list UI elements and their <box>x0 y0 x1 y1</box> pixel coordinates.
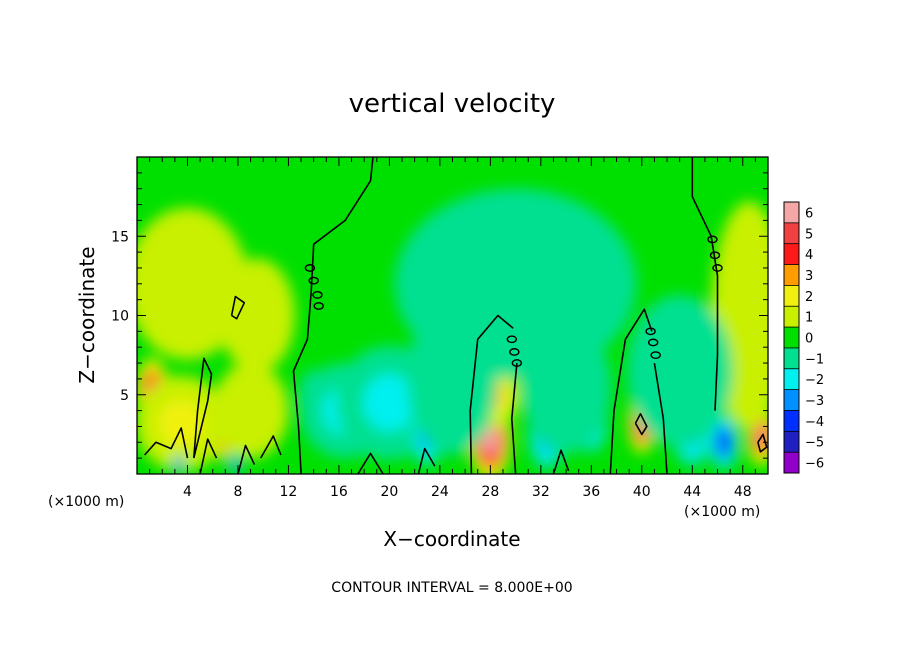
colorbar-swatch <box>784 243 799 266</box>
contour-line <box>511 363 518 474</box>
contour-line <box>144 427 189 459</box>
contour-line <box>634 413 648 436</box>
x-tick-label: 28 <box>481 484 499 500</box>
y-axis-label: Z−coordinate <box>75 246 99 383</box>
contour-line <box>609 308 653 474</box>
x-tick-label: 24 <box>431 484 449 500</box>
x-tick-label: 40 <box>633 484 651 500</box>
y-tick-label: 15 <box>111 229 129 245</box>
field-blob <box>455 236 577 332</box>
colorbar-label: 2 <box>805 290 813 305</box>
colorbar-label: 6 <box>805 206 813 221</box>
contour-loop <box>647 338 659 347</box>
field-blob <box>157 245 218 322</box>
y-tick-label: 5 <box>120 388 129 404</box>
colorbar-swatch <box>784 222 799 245</box>
colorbar-label: −2 <box>805 373 824 388</box>
field-blob <box>158 399 204 448</box>
velocity-field <box>137 188 768 474</box>
colorbar-label: 1 <box>805 311 813 326</box>
field-blob <box>362 374 416 432</box>
contour-loop <box>304 264 316 272</box>
contour-interval-note: CONTOUR INTERVAL = 8.000E+00 <box>331 580 572 596</box>
colorbar-label: −1 <box>805 352 824 367</box>
contour-line <box>757 433 768 453</box>
field-blob <box>237 286 276 345</box>
contour-loop <box>709 251 721 260</box>
colorbar-label: 3 <box>805 269 813 284</box>
colorbar-swatch <box>784 368 799 391</box>
x-tick-label: 48 <box>734 484 752 500</box>
colorbar: 6 5 4 3 2 1 0 −1 −2 −3 −4 −5 −6 <box>783 201 824 474</box>
field-blob <box>653 332 707 410</box>
colorbar-frame <box>783 201 800 474</box>
colorbar-swatch <box>784 452 799 474</box>
x-tick-label: 20 <box>380 484 398 500</box>
contour-line <box>653 362 668 474</box>
contour-loop <box>511 359 523 367</box>
contour-loop <box>312 290 323 299</box>
colorbar-label: −6 <box>805 457 824 472</box>
field-blob <box>730 258 768 373</box>
contour-line <box>691 157 719 411</box>
contour-loop <box>308 276 319 285</box>
colorbar-label: −4 <box>805 415 824 430</box>
y-tick-label: 10 <box>111 309 129 325</box>
x-unit-right: (×1000 m) <box>684 504 760 520</box>
contour-line <box>199 438 218 474</box>
chart-title: vertical velocity <box>349 89 556 119</box>
contour-loop <box>313 302 324 310</box>
x-axis-ticks: 4 8 12 16 20 24 28 32 36 40 44 48 <box>149 157 756 500</box>
x-tick-label: 44 <box>683 484 701 500</box>
contour-lines <box>144 157 768 474</box>
x-axis-label: X−coordinate <box>383 527 520 551</box>
contour-line <box>237 444 256 474</box>
colorbar-label: −5 <box>805 436 824 451</box>
field-blobs <box>137 188 768 474</box>
y-axis-ticks: 5 10 15 <box>111 172 768 459</box>
x-tick-label: 36 <box>582 484 600 500</box>
field-blob <box>174 460 183 469</box>
colorbar-swatch <box>784 202 799 224</box>
colorbar-swatch <box>784 347 799 370</box>
colorbar-label: −3 <box>805 394 824 409</box>
x-tick-label: 4 <box>183 484 192 500</box>
field-blob <box>231 460 240 469</box>
contour-line <box>357 452 384 474</box>
contour-line <box>469 314 514 474</box>
contour-loop <box>650 351 661 360</box>
contour-line <box>417 447 436 474</box>
contour-loop <box>506 335 518 344</box>
contour-line <box>552 449 570 474</box>
colorbar-swatch <box>784 306 799 328</box>
field-blob <box>719 436 728 449</box>
contour-loop <box>509 348 520 356</box>
colorbar-swatch <box>784 285 799 307</box>
contour-loop <box>712 264 723 272</box>
colorbar-swatch <box>784 389 799 411</box>
colorbar-swatch <box>784 410 799 432</box>
contour-loop <box>707 235 718 244</box>
field-blob <box>231 386 270 435</box>
x-tick-label: 8 <box>233 484 242 500</box>
x-unit-left: (×1000 m) <box>48 494 124 510</box>
contour-line <box>292 157 374 474</box>
contour-line <box>193 357 213 459</box>
colorbar-label: 0 <box>805 332 813 347</box>
colorbar-swatch <box>784 264 799 286</box>
contour-line <box>260 435 282 459</box>
x-tick-label: 32 <box>532 484 550 500</box>
contour-loop <box>645 327 656 336</box>
contour-line <box>230 295 246 320</box>
colorbar-swatch <box>784 431 799 453</box>
colorbar-label: 5 <box>805 227 813 242</box>
x-tick-label: 12 <box>280 484 298 500</box>
colorbar-label: 4 <box>805 248 813 263</box>
colorbar-swatch <box>784 327 799 349</box>
field-blob <box>486 433 495 445</box>
x-tick-label: 16 <box>330 484 348 500</box>
